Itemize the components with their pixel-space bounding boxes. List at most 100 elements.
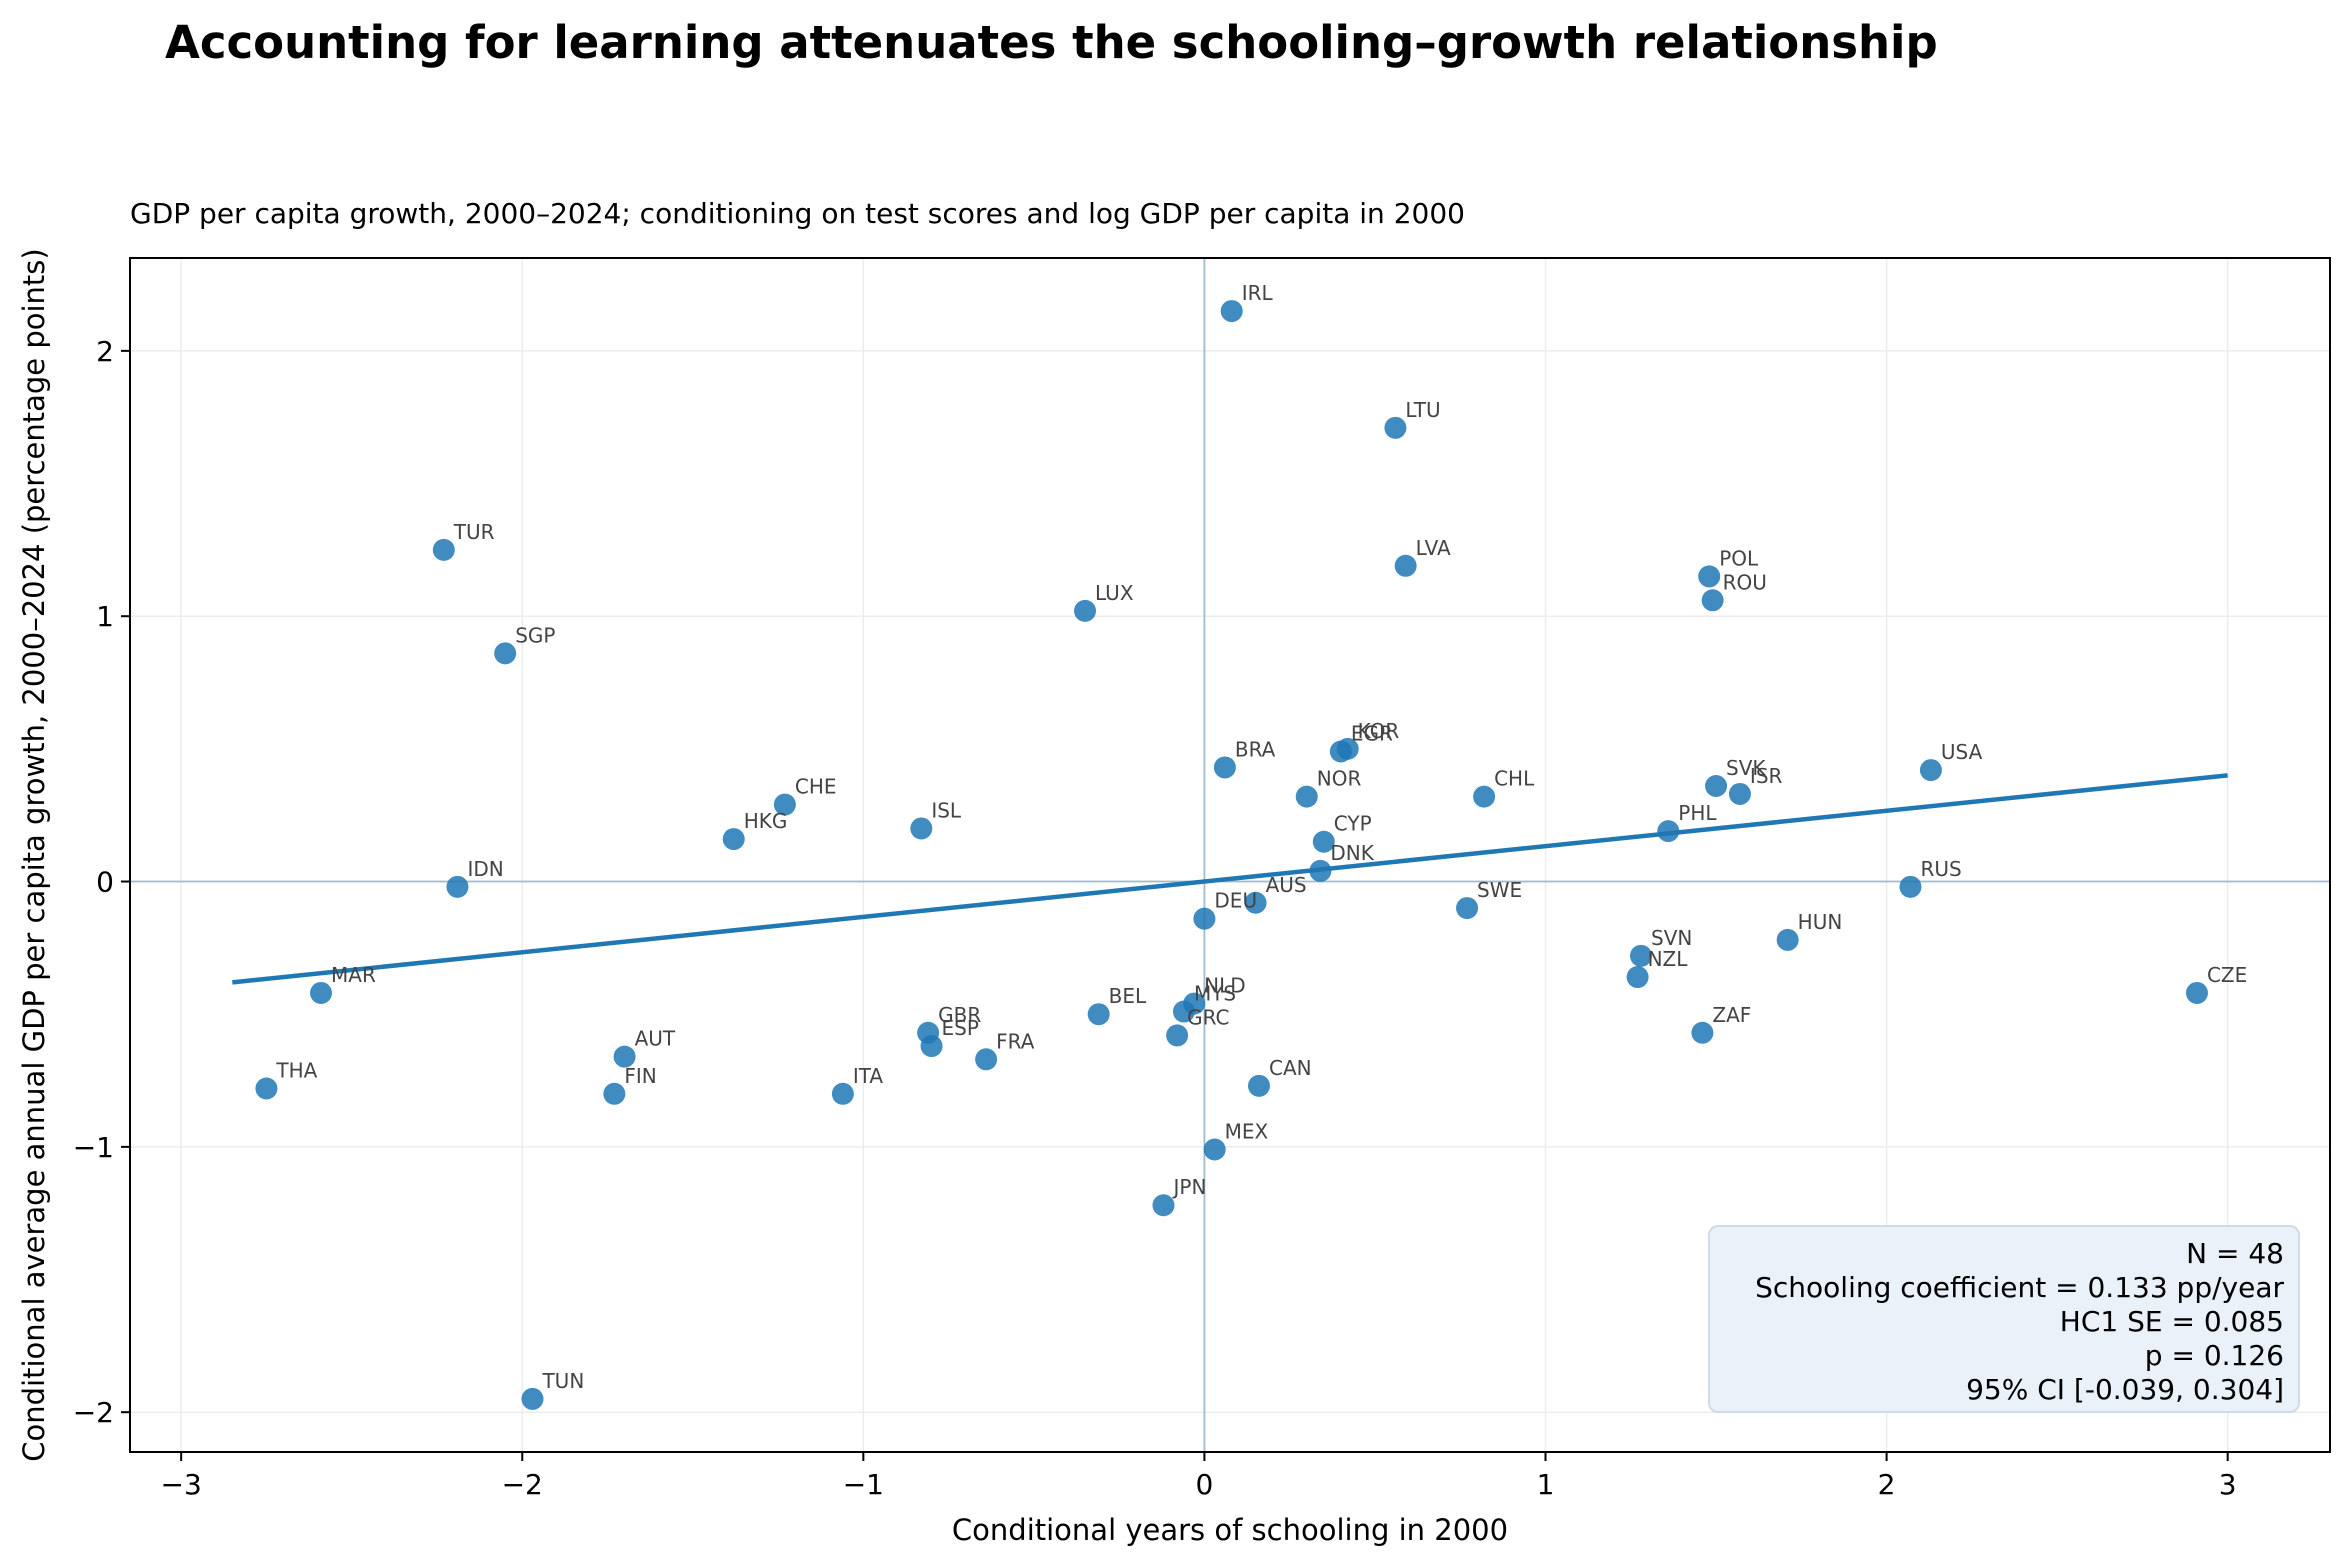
data-point (722, 828, 745, 851)
data-point (494, 642, 517, 665)
point-label: SGP (515, 623, 555, 647)
point-label: FRA (996, 1029, 1035, 1053)
data-point (521, 1387, 544, 1410)
y-tick-label: 0 (96, 866, 114, 899)
data-point (1152, 1194, 1175, 1217)
point-label: ISL (931, 798, 962, 822)
data-point (975, 1048, 998, 1071)
point-label: LVA (1416, 536, 1451, 560)
data-point (603, 1082, 626, 1105)
point-label: GBR (938, 1003, 981, 1027)
point-label: CAN (1269, 1056, 1312, 1080)
data-point (1473, 785, 1496, 808)
point-label: SVK (1726, 756, 1766, 780)
point-label: CHL (1494, 767, 1535, 791)
x-tick-label: −3 (161, 1468, 202, 1501)
data-point (255, 1077, 278, 1100)
fit-line (232, 773, 2228, 985)
point-label: LUX (1095, 581, 1134, 605)
data-point (1899, 875, 1922, 898)
fit-line-group (232, 773, 2228, 985)
data-point (1691, 1021, 1714, 1044)
point-label: PHL (1678, 801, 1717, 825)
data-point (920, 1035, 943, 1058)
point-label: IRL (1242, 281, 1274, 305)
stats-ci: 95% CI [-0.039, 0.304] (1966, 1373, 2284, 1406)
point-label: NZL (1648, 947, 1689, 971)
point-label: KOR (1358, 719, 1400, 743)
data-point (1776, 928, 1799, 951)
point-label: THA (275, 1058, 317, 1082)
point-label: BEL (1109, 984, 1147, 1008)
data-point (773, 793, 796, 816)
x-axis-label: Conditional years of schooling in 2000 (952, 1513, 1508, 1547)
x-tick-label: 3 (2219, 1468, 2237, 1501)
data-point (1309, 859, 1332, 882)
x-tick-label: 0 (1196, 1468, 1214, 1501)
point-label: MYS (1194, 982, 1236, 1006)
data-point (1220, 300, 1243, 323)
point-label: ITA (853, 1064, 884, 1088)
data-point (1919, 759, 1942, 782)
data-points (255, 300, 2208, 1410)
point-label: CZE (2207, 963, 2247, 987)
data-point (1203, 1138, 1226, 1161)
point-label: MAR (331, 963, 376, 987)
stats-coefficient: Schooling coefficient = 0.133 pp/year (1755, 1271, 2284, 1304)
data-point (1705, 775, 1728, 798)
point-label: TUN (541, 1369, 584, 1393)
data-point (1394, 554, 1417, 577)
point-label: ESP (942, 1016, 979, 1040)
data-point (1657, 820, 1680, 843)
data-point (1312, 830, 1335, 853)
data-point (1701, 589, 1724, 612)
point-label: CYP (1334, 812, 1372, 836)
point-label: TUR (453, 520, 495, 544)
data-point (1172, 1000, 1195, 1023)
axis-ticks: −3 −2 −1 0 1 2 3 −2 −1 0 1 2 (73, 335, 2237, 1501)
data-point (1630, 944, 1653, 967)
y-tick-label: 2 (96, 335, 114, 368)
stats-p: p = 0.126 (2144, 1339, 2284, 1372)
data-point (310, 981, 333, 1004)
point-label: POL (1719, 546, 1759, 570)
y-tick-label: −1 (73, 1131, 114, 1164)
reference-lines (130, 258, 2330, 1452)
point-label: NOR (1317, 767, 1362, 791)
data-point (1728, 782, 1751, 805)
data-point (1626, 966, 1649, 989)
point-label: DEU (1214, 889, 1257, 913)
data-point (831, 1082, 854, 1105)
y-tick-label: −2 (73, 1396, 114, 1429)
point-label: IDN (467, 857, 503, 881)
x-tick-label: −2 (502, 1468, 543, 1501)
data-point (1329, 740, 1352, 763)
point-label: SVN (1651, 926, 1692, 950)
data-point (1166, 1024, 1189, 1047)
data-point (1698, 565, 1721, 588)
point-label: BRA (1235, 737, 1276, 761)
data-point (2185, 981, 2208, 1004)
plot-frame (129, 257, 2331, 1453)
x-tick-label: 1 (1537, 1468, 1555, 1501)
data-point (446, 875, 469, 898)
point-label: FIN (624, 1064, 656, 1088)
data-point (1193, 907, 1216, 930)
point-label: AUT (635, 1027, 676, 1051)
stats-se: HC1 SE = 0.085 (2059, 1305, 2284, 1338)
point-label: ISR (1750, 764, 1783, 788)
point-label: AUS (1266, 873, 1307, 897)
x-tick-label: 2 (1878, 1468, 1896, 1501)
data-point (1456, 897, 1479, 920)
y-tick-label: 1 (96, 600, 114, 633)
point-label: DNK (1330, 841, 1374, 865)
point-label: GRC (1187, 1005, 1229, 1029)
point-label: CHE (795, 775, 837, 799)
point-label: RUS (1920, 857, 1961, 881)
chart-subtitle: GDP per capita growth, 2000–2024; condit… (130, 197, 1465, 230)
point-label: JPN (1171, 1175, 1206, 1199)
data-point (613, 1045, 636, 1068)
point-label: SWE (1477, 878, 1522, 902)
point-label: EGR (1351, 722, 1393, 746)
